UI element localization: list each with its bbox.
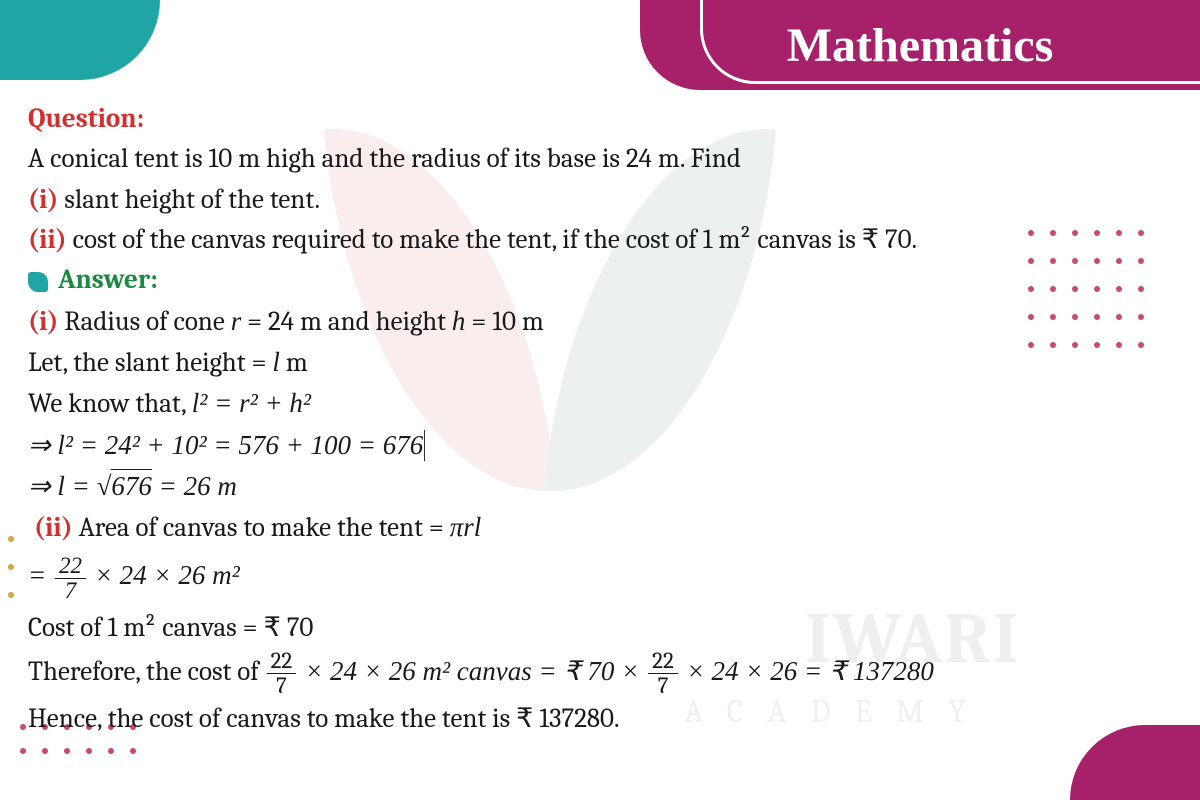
text: Let, the slant height = bbox=[28, 347, 272, 378]
text: Therefore, the cost of bbox=[28, 656, 265, 687]
formula-csa: πrl bbox=[450, 512, 482, 542]
question-part-ii: (ii) cost of the canvas required to make… bbox=[28, 221, 1160, 259]
text: Area of canvas to make the tent = bbox=[73, 512, 450, 543]
part-i-label: (i) bbox=[28, 184, 58, 215]
answer-i-line4: ⇒ l² = 24² + 10² = 576 + 100 = 676 bbox=[28, 426, 1160, 465]
calc-squares: ⇒ l² = 24² + 10² = 576 + 100 = 676 bbox=[28, 430, 423, 460]
text: Radius of cone bbox=[58, 306, 230, 337]
content-body: Question: A conical tent is 10 m high an… bbox=[28, 100, 1160, 741]
var-r: r bbox=[231, 306, 242, 336]
calc-area: = 227 × 24 × 26 m² bbox=[28, 560, 240, 590]
text: × 24 × 26 m² canvas = ₹ 70 × bbox=[298, 656, 646, 686]
brand-leaf-icon bbox=[28, 272, 48, 292]
question-label-row: Question: bbox=[28, 100, 1160, 138]
var-l: l bbox=[272, 347, 280, 377]
fraction-22-7: 227 bbox=[267, 649, 297, 698]
text-cursor-icon bbox=[424, 430, 425, 461]
fraction-22-7: 227 bbox=[648, 649, 678, 698]
answer-ii-line5: Hence, the cost of canvas to make the te… bbox=[28, 700, 1160, 738]
text: We know that, bbox=[28, 388, 192, 419]
text: = 10 m bbox=[465, 306, 543, 337]
answer-ii-line1: (ii) Area of canvas to make the tent = π… bbox=[28, 508, 1160, 547]
decoration-dots-left bbox=[8, 536, 28, 620]
answer-label: Answer: bbox=[58, 264, 158, 295]
answer-label-row: Answer: bbox=[28, 261, 1160, 299]
header-banner: Mathematics bbox=[640, 0, 1200, 90]
answer-part-i-label: (i) bbox=[28, 306, 58, 337]
text: = 24 m and height bbox=[241, 306, 452, 337]
calc-sqrt: ⇒ l = √676 = 26 m bbox=[28, 469, 237, 501]
question-part-i: (i) slant height of the tent. bbox=[28, 181, 1160, 219]
question-label: Question: bbox=[28, 103, 144, 134]
answer-i-line3: We know that, l² = r² + h² bbox=[28, 384, 1160, 423]
answer-ii-line4: Therefore, the cost of 227 × 24 × 26 m² … bbox=[28, 649, 1160, 698]
answer-part-ii-label: (ii) bbox=[34, 512, 73, 543]
answer-i-line2: Let, the slant height = l m bbox=[28, 343, 1160, 382]
corner-decoration-top-left bbox=[0, 0, 160, 80]
page-title: Mathematics bbox=[787, 18, 1054, 73]
var-h: h bbox=[452, 306, 466, 336]
fraction-22-7: 227 bbox=[55, 554, 86, 603]
question-part-ii-text: cost of the canvas required to make the … bbox=[67, 224, 917, 255]
answer-i-line1: (i) Radius of cone r = 24 m and height h… bbox=[28, 302, 1160, 341]
question-stem: A conical tent is 10 m high and the radi… bbox=[28, 140, 1160, 178]
question-part-i-text: slant height of the tent. bbox=[58, 184, 320, 215]
answer-ii-line2: = 227 × 24 × 26 m² bbox=[28, 554, 1160, 603]
text: × 24 × 26 = ₹ 137280 bbox=[680, 656, 934, 686]
answer-ii-line3: Cost of 1 m² canvas = ₹ 70 bbox=[28, 609, 1160, 647]
answer-i-line5: ⇒ l = √676 = 26 m bbox=[28, 467, 1160, 506]
formula-pythagoras: l² = r² + h² bbox=[192, 388, 311, 418]
text: m bbox=[280, 347, 308, 378]
part-ii-label: (ii) bbox=[28, 224, 67, 255]
